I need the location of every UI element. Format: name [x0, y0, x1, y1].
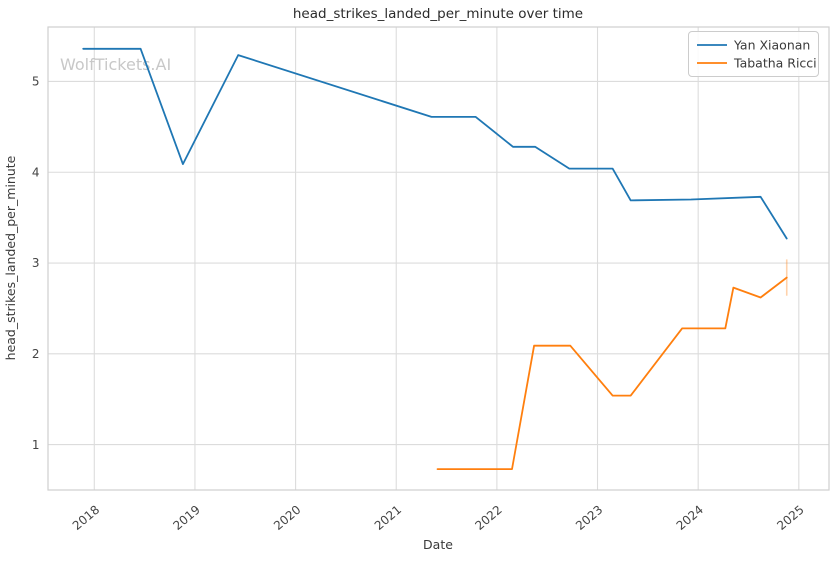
y-tick-label: 2: [32, 347, 40, 361]
legend-label-yan-xiaonan: Yan Xiaonan: [733, 37, 810, 52]
x-axis-label: Date: [423, 537, 453, 552]
series-line-tabatha-ricci: [436, 276, 788, 471]
y-tick-label: 4: [32, 165, 40, 179]
x-tick-label: 2018: [70, 503, 102, 533]
watermark: WolfTickets.AI: [60, 55, 171, 74]
x-tick-label: 2021: [372, 503, 404, 533]
x-tick-label: 2024: [674, 503, 706, 533]
series-layer: [82, 47, 788, 471]
x-tick-label: 2023: [573, 503, 605, 533]
y-tick-label: 3: [32, 256, 40, 270]
x-tick-label: 2020: [271, 503, 303, 533]
chart-title: head_strikes_landed_per_minute over time: [293, 6, 583, 22]
y-tick-label: 1: [32, 438, 40, 452]
x-tick-label: 2019: [170, 503, 202, 533]
x-tick-label: 2025: [774, 503, 806, 533]
legend: Yan Xiaonan Tabatha Ricci: [688, 31, 819, 77]
x-tick-label: 2022: [472, 503, 504, 533]
series-line-yan-xiaonan: [82, 47, 788, 240]
y-tick-label: 5: [32, 75, 40, 89]
legend-label-tabatha-ricci: Tabatha Ricci: [733, 55, 817, 70]
plot-border: [47, 26, 830, 491]
y-axis-label: head_strikes_landed_per_minute: [3, 155, 18, 360]
grid-layer: [48, 27, 829, 490]
legend-box: [688, 31, 819, 77]
tick-layer: 2018 2019 2020 2021 2022 2023 2024 2025 1 2 3 4 5: [32, 75, 807, 533]
